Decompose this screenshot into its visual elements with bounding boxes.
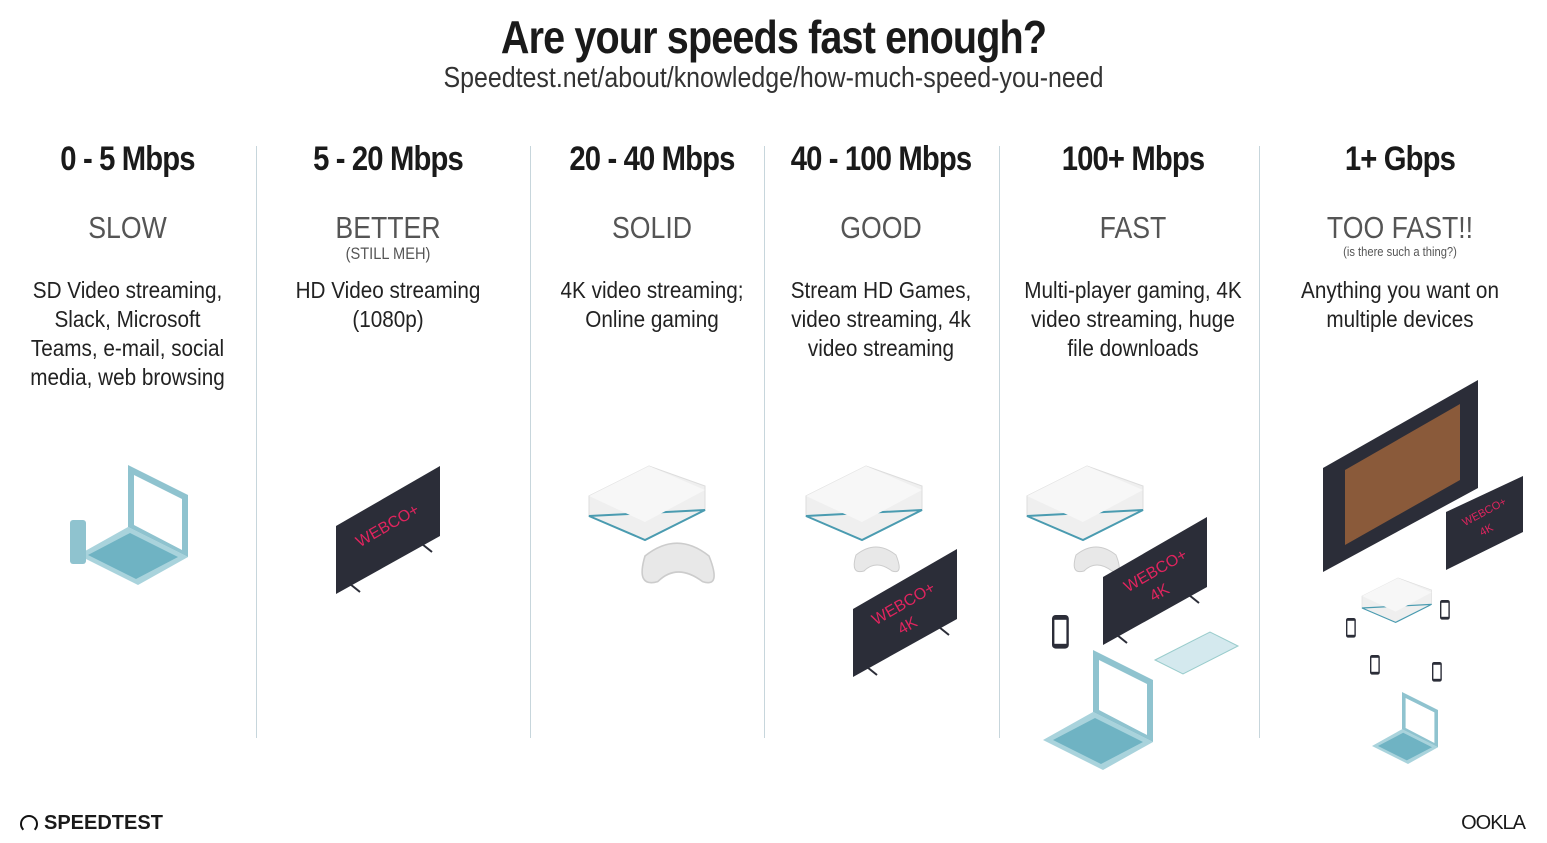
tier-fast: 100+ Mbps FAST Multi-player gaming, 4K v… xyxy=(1010,140,1256,363)
ookla-logo: OOKLA xyxy=(1461,812,1526,834)
tier-note: (STILL MEH) xyxy=(345,244,431,263)
tier-speed: 20 - 40 Mbps xyxy=(569,140,735,178)
divider xyxy=(1259,146,1260,738)
game-console-icon xyxy=(1153,631,1240,675)
tier-description: Stream HD Games, video streaming, 4k vid… xyxy=(790,277,972,361)
speedtest-logo-text: SPEEDTEST xyxy=(44,812,163,834)
divider xyxy=(999,146,1000,738)
speedtest-logo: SPEEDTEST xyxy=(20,812,163,835)
controller-icon xyxy=(1073,546,1120,573)
controller-icon xyxy=(853,546,900,573)
tier-speed: 0 - 5 Mbps xyxy=(60,140,195,178)
laptop-icon xyxy=(1043,650,1153,770)
controller-icon xyxy=(641,542,715,584)
laptop-icon xyxy=(1372,692,1438,764)
large-tv-icon xyxy=(1323,380,1478,572)
source-url: Speedtest.net/about/knowledge/how-much-s… xyxy=(443,62,1104,94)
tier-description: Multi-player gaming, 4K video streaming,… xyxy=(1024,277,1242,361)
tier-good: 40 - 100 Mbps GOOD Stream HD Games, vide… xyxy=(772,140,990,363)
tier-description: SD Video streaming, Slack, Microsoft Tea… xyxy=(30,277,225,390)
tier-note: (is there such a thing?) xyxy=(1343,244,1457,259)
phone-icon xyxy=(70,520,86,564)
tier-description: 4K video streaming; Online gaming xyxy=(560,277,744,332)
tier-speed: 100+ Mbps xyxy=(1061,140,1205,178)
tier-rating: GOOD xyxy=(840,210,922,245)
tier-solid: 20 - 40 Mbps SOLID 4K video streaming; O… xyxy=(540,140,764,334)
game-console-icon xyxy=(805,465,923,541)
tier-too-fast: 1+ Gbps TOO FAST!! (is there such a thin… xyxy=(1275,140,1525,334)
tv-4k-icon: WEBCO+ 4K xyxy=(852,548,958,678)
game-console-icon xyxy=(1361,577,1433,624)
tv-4k-icon: WEBCO+ 4K xyxy=(1102,516,1208,646)
divider xyxy=(764,146,765,738)
game-console-icon xyxy=(1026,465,1144,541)
laptop-icon xyxy=(78,465,188,585)
tier-slow: 0 - 5 Mbps SLOW SD Video streaming, Slac… xyxy=(10,140,245,392)
tier-speed: 5 - 20 Mbps xyxy=(313,140,464,178)
divider xyxy=(256,146,257,738)
phone-icon xyxy=(1052,615,1069,649)
tv-icon: WEBCO+ xyxy=(335,465,441,595)
tier-rating: TOO FAST!! xyxy=(1326,210,1474,245)
tier-rating: SLOW xyxy=(88,210,167,245)
tier-better: 5 - 20 Mbps BETTER (STILL MEH) HD Video … xyxy=(270,140,506,334)
tier-description: Anything you want on multiple devices xyxy=(1301,277,1499,332)
gauge-icon xyxy=(20,814,38,833)
page-title: Are your speeds fast enough? xyxy=(500,11,1047,63)
game-console-icon xyxy=(588,465,706,541)
tier-speed: 1+ Gbps xyxy=(1344,140,1456,178)
divider xyxy=(530,146,531,738)
tier-rating: FAST xyxy=(1099,210,1167,245)
tier-description: HD Video streaming (1080p) xyxy=(295,277,481,332)
tier-speed: 40 - 100 Mbps xyxy=(790,140,972,178)
tier-rating: SOLID xyxy=(611,210,693,245)
tier-rating: BETTER xyxy=(335,210,441,245)
tv-4k-label: 4K xyxy=(1478,522,1496,539)
